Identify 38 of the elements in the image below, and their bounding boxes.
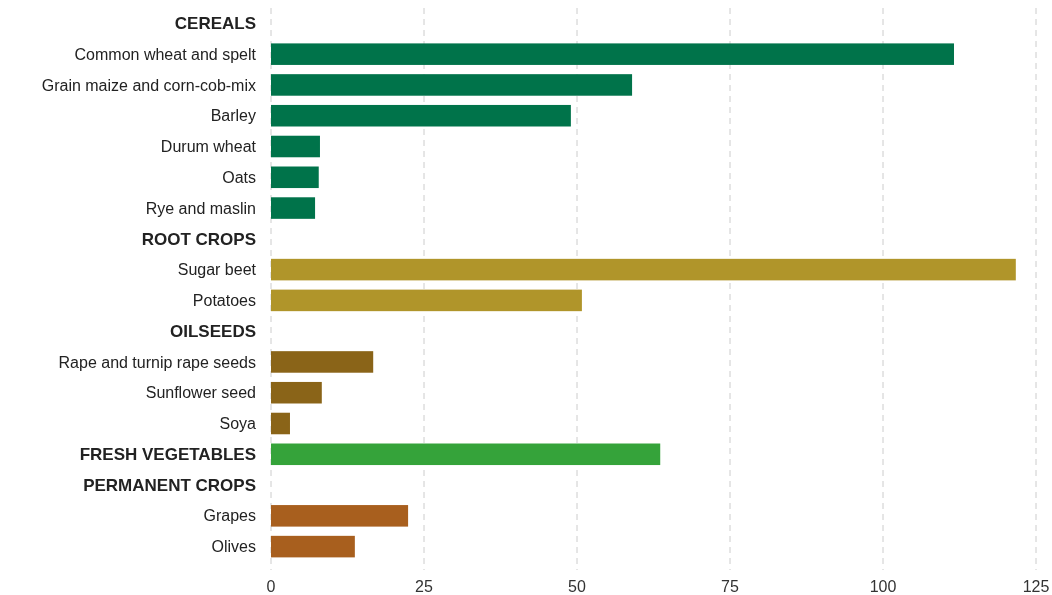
bar bbox=[271, 535, 355, 558]
x-tick-label: 125 bbox=[1022, 578, 1050, 595]
bar bbox=[271, 166, 319, 189]
y-tick-label: Grapes bbox=[203, 507, 256, 525]
y-tick-label: Common wheat and spelt bbox=[74, 45, 257, 63]
bar bbox=[271, 197, 316, 219]
y-tick-label: ROOT CROPS bbox=[141, 229, 256, 249]
y-tick-label: CEREALS bbox=[174, 14, 256, 34]
bar bbox=[271, 258, 1016, 281]
y-tick-label: FRESH VEGETABLES bbox=[79, 445, 256, 465]
x-tick-label: 0 bbox=[266, 578, 276, 595]
bar bbox=[271, 381, 322, 404]
y-tick-label: Potatoes bbox=[192, 291, 256, 309]
x-tick-label: 75 bbox=[721, 578, 739, 595]
y-tick-label: Durum wheat bbox=[160, 138, 257, 156]
x-tick-label: 25 bbox=[415, 578, 433, 595]
x-tick-label: 50 bbox=[568, 578, 586, 595]
bar bbox=[271, 412, 290, 435]
bar bbox=[271, 443, 661, 466]
y-tick-label: Oats bbox=[222, 168, 256, 186]
y-tick-label: OILSEEDS bbox=[170, 322, 256, 342]
y-tick-label: Grain maize and corn-cob-mix bbox=[41, 76, 256, 94]
y-tick-label: Barley bbox=[210, 107, 256, 125]
y-tick-label: Sunflower seed bbox=[145, 384, 256, 402]
bar bbox=[271, 135, 320, 158]
bar bbox=[271, 104, 571, 127]
y-tick-label: Rye and maslin bbox=[145, 199, 256, 217]
y-tick-label: Sugar beet bbox=[177, 261, 257, 279]
y-tick-label: Olives bbox=[211, 538, 256, 556]
bar bbox=[271, 43, 954, 65]
bar bbox=[271, 351, 374, 373]
bar bbox=[271, 505, 409, 527]
y-tick-label: Soya bbox=[219, 415, 257, 433]
bar bbox=[271, 74, 633, 96]
bar bbox=[271, 289, 582, 312]
y-tick-label: Rape and turnip rape seeds bbox=[58, 353, 256, 371]
x-tick-label: 100 bbox=[869, 578, 897, 595]
y-tick-label: PERMANENT CROPS bbox=[83, 476, 256, 496]
